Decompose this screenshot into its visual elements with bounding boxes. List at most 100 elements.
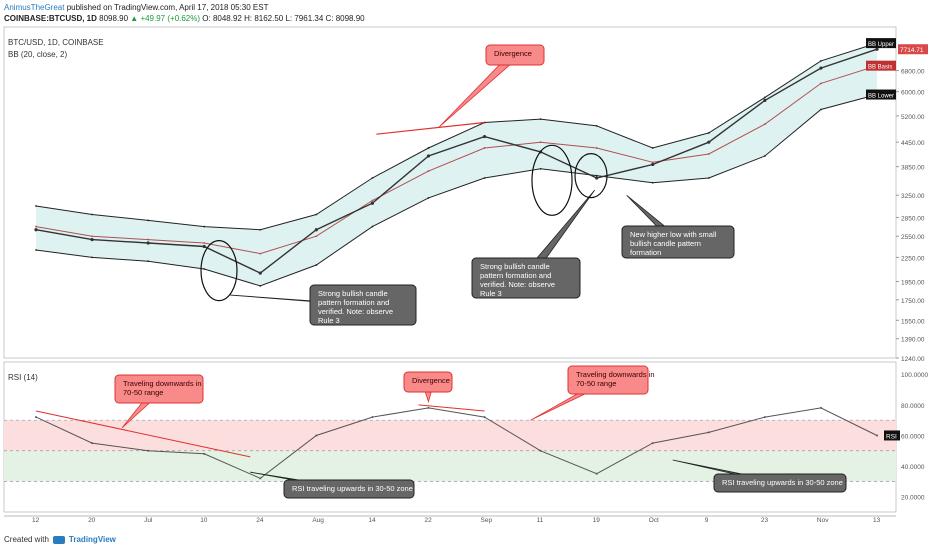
data-point-bb-lower (820, 108, 822, 111)
x-tick-label: 20 (88, 517, 96, 524)
bb-band-fill (36, 43, 877, 286)
data-point-bb-lower (763, 155, 766, 157)
x-tick-label: 22 (424, 517, 432, 524)
y-tick-label: 2850.00 (901, 215, 925, 222)
bullish-callout-1-line: Rule 3 (318, 316, 340, 325)
bullish-callout-1-line: verified. Note: observe (318, 307, 393, 316)
y-tick-label: 1390.00 (901, 337, 925, 344)
x-tick-label: 10 (200, 517, 208, 524)
y-tick-label: 6000.00 (901, 90, 925, 97)
y-tick-label: 3250.00 (901, 193, 925, 200)
main-title: BTC/USD, 1D, COINBASE (8, 38, 104, 47)
data-point-bb-basis (315, 235, 318, 238)
data-point-bb-basis (820, 82, 822, 85)
x-tick-label: 19 (593, 517, 601, 524)
data-point-bb-lower (595, 174, 598, 177)
data-point-bb-upper (651, 147, 654, 149)
data-point-bb-lower (707, 177, 710, 179)
data-point-bb-lower (371, 225, 374, 228)
higher-low-callout-line: New higher low with small (630, 230, 717, 239)
bullish-callout-2-box (471, 257, 581, 299)
band-label: BB Lower (868, 94, 894, 100)
data-point-bb-lower (539, 167, 542, 170)
rsi-callout-1-box (114, 374, 204, 404)
data-point-bb-basis (371, 199, 374, 202)
price-divergence-line (376, 121, 485, 135)
data-point-bb-basis (147, 238, 150, 241)
data-point-bb-basis (259, 252, 262, 255)
footer: Created with TradingView (4, 535, 116, 544)
footer-brand[interactable]: TradingView (68, 535, 116, 544)
rsi-callout-4-line: RSI traveling upwards in 30-50 zone (292, 484, 413, 493)
data-point-bb-basis (595, 147, 598, 149)
rsi-callout-3-line: 70-50 range (576, 379, 616, 388)
divergence-callout-line: Divergence (494, 49, 532, 58)
rsi-line (35, 407, 878, 479)
bullish-callout-1-line: Strong bullish candle (318, 289, 388, 298)
last-price-tag (898, 44, 928, 55)
x-tick-label: Sep (481, 517, 493, 524)
data-point-price (314, 228, 318, 232)
x-tick-label: Oct (649, 517, 659, 524)
series-line-bb-upper (35, 42, 878, 231)
data-point-bb-lower (91, 256, 93, 259)
rsi-callout-3-line: Traveling downwards in (576, 370, 655, 379)
rsi-point (35, 416, 37, 419)
rsi-title: RSI (14) (8, 373, 38, 382)
ohlc-text: O: 8048.92 H: 8162.50 L: 7961.34 C: 8098… (202, 14, 365, 23)
data-point-bb-lower (651, 181, 654, 184)
data-point-bb-lower (203, 268, 206, 270)
rsi-point (427, 406, 430, 409)
y-tick-label: 6800.00 (901, 69, 925, 76)
data-point-price (875, 47, 879, 51)
x-tick-label: Jul (144, 517, 153, 524)
data-point-price (34, 228, 38, 232)
divergence-callout-box (485, 44, 545, 66)
x-tick-label: Aug (312, 517, 324, 524)
data-point-bb-upper (539, 118, 542, 121)
rsi-tick-label: 60.0000 (901, 433, 925, 440)
rsi-tick-label: 100.0000 (901, 372, 928, 379)
data-point-bb-lower (147, 260, 150, 263)
data-point-price (146, 241, 150, 245)
data-point-bb-basis (203, 242, 206, 244)
data-point-price (651, 162, 655, 167)
bullish-callout-2-line: pattern formation and (480, 271, 551, 280)
rsi-point (819, 406, 822, 409)
rsi-band-0 (4, 420, 896, 451)
author-link[interactable]: AnimusTheGreat (4, 3, 65, 12)
highlight-circle-3 (574, 153, 608, 199)
data-point-bb-basis (483, 147, 486, 149)
rsi-point (203, 452, 206, 455)
bullish-callout-2-line: Strong bullish candle (480, 262, 550, 271)
data-point-bb-lower (483, 177, 486, 179)
data-point-price (202, 244, 206, 249)
series-line-bb-basis (35, 65, 878, 255)
rsi-point (147, 449, 150, 452)
band-label-tag (866, 38, 896, 49)
main-subtitle: BB (20, close, 2) (8, 50, 67, 59)
x-tick-label: 11 (537, 517, 544, 524)
main-pane (3, 26, 897, 359)
highlight-circle-1 (200, 240, 238, 302)
data-point-price (819, 66, 823, 70)
x-tick-label: 23 (761, 517, 769, 524)
bullish-callout-1-box (309, 284, 417, 326)
rsi-point (259, 477, 262, 480)
rsi-callout-4-box (283, 479, 415, 499)
rsi-point (876, 434, 878, 437)
rsi-point (707, 431, 710, 434)
rsi-point (595, 472, 598, 475)
y-tick-label: 1950.00 (901, 280, 925, 287)
data-point-bb-basis (35, 225, 37, 228)
data-point-price (482, 134, 487, 139)
band-label-tag (866, 89, 896, 100)
data-point-bb-lower (259, 285, 262, 287)
x-tick-label: 13 (873, 517, 881, 524)
data-point-price (763, 98, 767, 102)
data-point-bb-basis (651, 161, 654, 164)
y-tick-label: 2250.00 (901, 255, 925, 262)
rsi-divergence-line (418, 404, 485, 412)
data-point-price (707, 140, 711, 144)
